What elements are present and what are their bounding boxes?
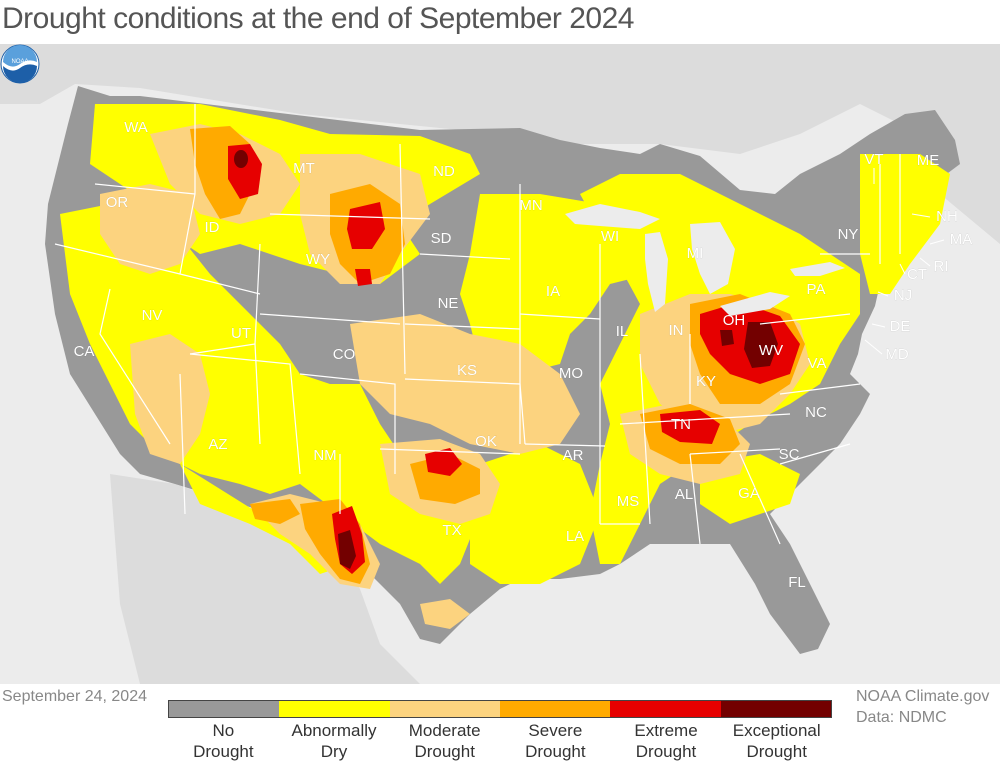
legend-label-exceptional: Exceptional Drought (721, 718, 832, 762)
legend-swatch-severe (499, 701, 611, 717)
state-label-ks: KS (457, 362, 477, 379)
legend-swatch-moderate (389, 701, 500, 717)
map-date: September 24, 2024 (2, 688, 147, 705)
state-label-ma: MA (950, 231, 973, 248)
state-label-md: MD (885, 346, 908, 363)
state-label-ct: CT (907, 266, 927, 283)
state-label-il: IL (616, 323, 629, 340)
state-label-tn: TN (671, 416, 691, 433)
map-svg: WA OR CA ID NV MT WY UT AZ CO NM ND SD N… (0, 44, 1000, 684)
canada-land (0, 44, 1000, 244)
state-label-tx: TX (442, 522, 461, 539)
state-label-al: AL (675, 486, 693, 503)
legend-label-extreme: Extreme Drought (611, 718, 722, 762)
drought-legend: No Drought Abnormally Dry Moderate Droug… (168, 700, 832, 762)
state-label-or: OR (106, 194, 129, 211)
legend-label-line1: No (212, 721, 235, 740)
state-label-mo: MO (559, 365, 583, 382)
legend-label-line2: Drought (525, 742, 586, 761)
state-label-wv: WV (759, 342, 783, 359)
state-label-pa: PA (807, 281, 826, 298)
state-label-ok: OK (475, 433, 497, 450)
legend-label-line1: Severe (528, 721, 583, 740)
state-label-in: IN (669, 322, 684, 339)
state-label-ms: MS (617, 493, 640, 510)
state-label-la: LA (566, 528, 584, 545)
state-label-wy: WY (306, 251, 330, 268)
legend-swatch-exceptional (720, 701, 831, 717)
state-label-mi: MI (687, 245, 704, 262)
legend-swatch-abnormally-dry (279, 701, 390, 717)
legend-label-line2: Drought (746, 742, 807, 761)
state-label-az: AZ (208, 436, 227, 453)
state-label-vt: VT (864, 151, 883, 168)
legend-label-no-drought: No Drought (168, 718, 279, 762)
legend-label-abnormally-dry: Abnormally Dry (279, 718, 390, 762)
state-label-ny: NY (838, 226, 859, 243)
legend-label-line1: Abnormally (291, 721, 377, 740)
state-label-ca: CA (74, 343, 95, 360)
state-label-nm: NM (313, 447, 336, 464)
state-label-ut: UT (231, 325, 251, 342)
legend-label-line2: Drought (635, 742, 697, 761)
state-label-id: ID (205, 219, 220, 236)
state-label-va: VA (808, 355, 827, 372)
state-label-mt: MT (293, 160, 315, 177)
state-label-nd: ND (433, 163, 455, 180)
state-boundaries (54, 104, 901, 545)
state-label-fl: FL (788, 574, 806, 591)
legend-swatch-extreme (610, 701, 721, 717)
state-label-ia: IA (546, 283, 560, 300)
legend-label-line1: Moderate (408, 721, 481, 740)
state-label-wi: WI (601, 228, 619, 245)
state-label-nv: NV (142, 307, 163, 324)
legend-label-line2: Drought (193, 742, 254, 761)
great-lakes (565, 204, 845, 316)
state-label-nc: NC (805, 404, 827, 421)
state-label-ga: GA (738, 485, 760, 502)
state-label-mn: MN (519, 197, 542, 214)
legend-label-line2: Dry (320, 742, 348, 761)
state-label-ne: NE (438, 295, 459, 312)
credit-data: Data: NDMC (856, 709, 947, 726)
legend-label-line1: Extreme (634, 721, 698, 740)
state-label-sc: SC (779, 446, 800, 463)
state-label-de: DE (890, 318, 911, 335)
legend-label-line1: Exceptional (732, 721, 821, 740)
state-label-wa: WA (124, 119, 148, 136)
state-label-ri: RI (934, 258, 949, 275)
state-label-ar: AR (563, 447, 584, 464)
state-label-oh: OH (723, 312, 746, 329)
noaa-logo-text: NOAA (11, 59, 28, 65)
label-leader-lines (864, 168, 945, 355)
noaa-logo-icon: NOAA (0, 44, 40, 84)
mexico-land (110, 474, 420, 684)
state-label-nh: NH (936, 208, 958, 225)
legend-label-moderate: Moderate Drought (389, 718, 500, 762)
state-label-sd: SD (431, 230, 452, 247)
legend-labels: No Drought Abnormally Dry Moderate Droug… (168, 718, 832, 762)
legend-swatch-no-drought (169, 701, 280, 717)
drought-map: WA OR CA ID NV MT WY UT AZ CO NM ND SD N… (0, 44, 1000, 684)
state-labels: WA OR CA ID NV MT WY UT AZ CO NM ND SD N… (73, 119, 973, 592)
state-label-nj: NJ (894, 287, 912, 304)
exceptional-drought-layer (234, 150, 778, 569)
legend-label-severe: Severe Drought (500, 718, 611, 762)
map-title: Drought conditions at the end of Septemb… (2, 2, 634, 35)
state-label-co: CO (333, 346, 356, 363)
legend-color-bar (168, 700, 832, 718)
state-label-me: ME (917, 152, 940, 169)
state-label-ky: KY (696, 373, 716, 390)
legend-label-line2: Drought (414, 742, 475, 761)
credit-source: NOAA Climate.gov (856, 688, 990, 705)
